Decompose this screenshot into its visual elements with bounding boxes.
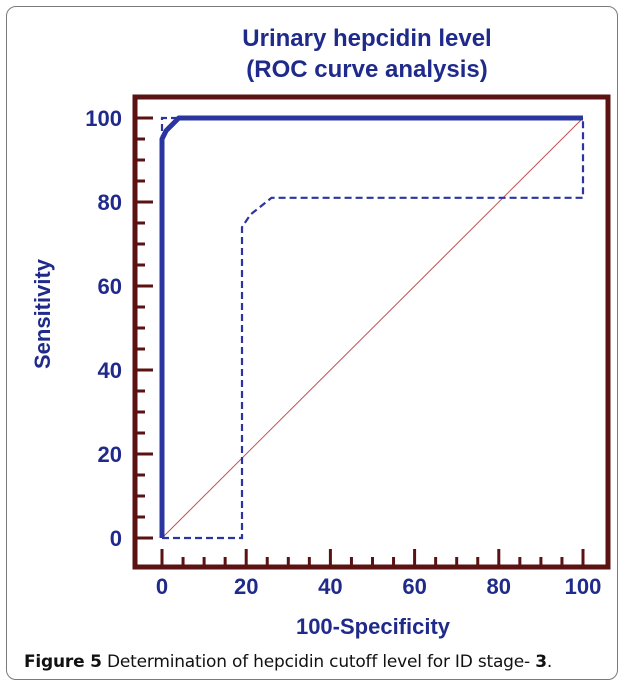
y-tick-label: 20 xyxy=(98,442,122,467)
tick-labels-layer: 0 20 40 60 80 100 0 20 40 60 80 100 xyxy=(85,106,601,599)
x-tick-label: 20 xyxy=(234,574,258,599)
x-tick-label: 40 xyxy=(318,574,342,599)
x-axis-label: 100-Specificity xyxy=(296,614,451,639)
y-tick-label: 40 xyxy=(98,358,122,383)
x-tick-label: 100 xyxy=(565,574,602,599)
x-tick-label: 80 xyxy=(487,574,511,599)
caption-text: Determination of hepcidin cutoff level f… xyxy=(101,652,536,672)
ticks-layer xyxy=(135,116,585,567)
roc-chart: Urinary hepcidin level (ROC curve analys… xyxy=(30,25,611,639)
caption-label: Figure 5 xyxy=(24,652,102,672)
y-axis-label: Sensitivity xyxy=(30,258,55,369)
x-tick-label: 60 xyxy=(402,574,426,599)
roc-series-reference xyxy=(161,117,584,539)
x-tick-label: 0 xyxy=(156,574,168,599)
caption-number: 3 xyxy=(535,652,547,672)
y-tick-label: 0 xyxy=(110,526,122,551)
plot-border xyxy=(132,94,611,570)
chart-title-line-2: (ROC curve analysis) xyxy=(246,56,487,83)
roc-series-solid xyxy=(159,115,583,538)
series-layer xyxy=(159,115,585,540)
roc-series-dashed xyxy=(162,118,585,540)
y-tick-label: 80 xyxy=(98,190,122,215)
y-tick-label: 60 xyxy=(98,274,122,299)
chart-title-line-1: Urinary hepcidin level xyxy=(242,25,491,52)
caption-tail: . xyxy=(546,652,553,672)
y-tick-label: 100 xyxy=(85,106,122,131)
figure-caption: Figure 5 Determination of hepcidin cutof… xyxy=(24,652,620,672)
